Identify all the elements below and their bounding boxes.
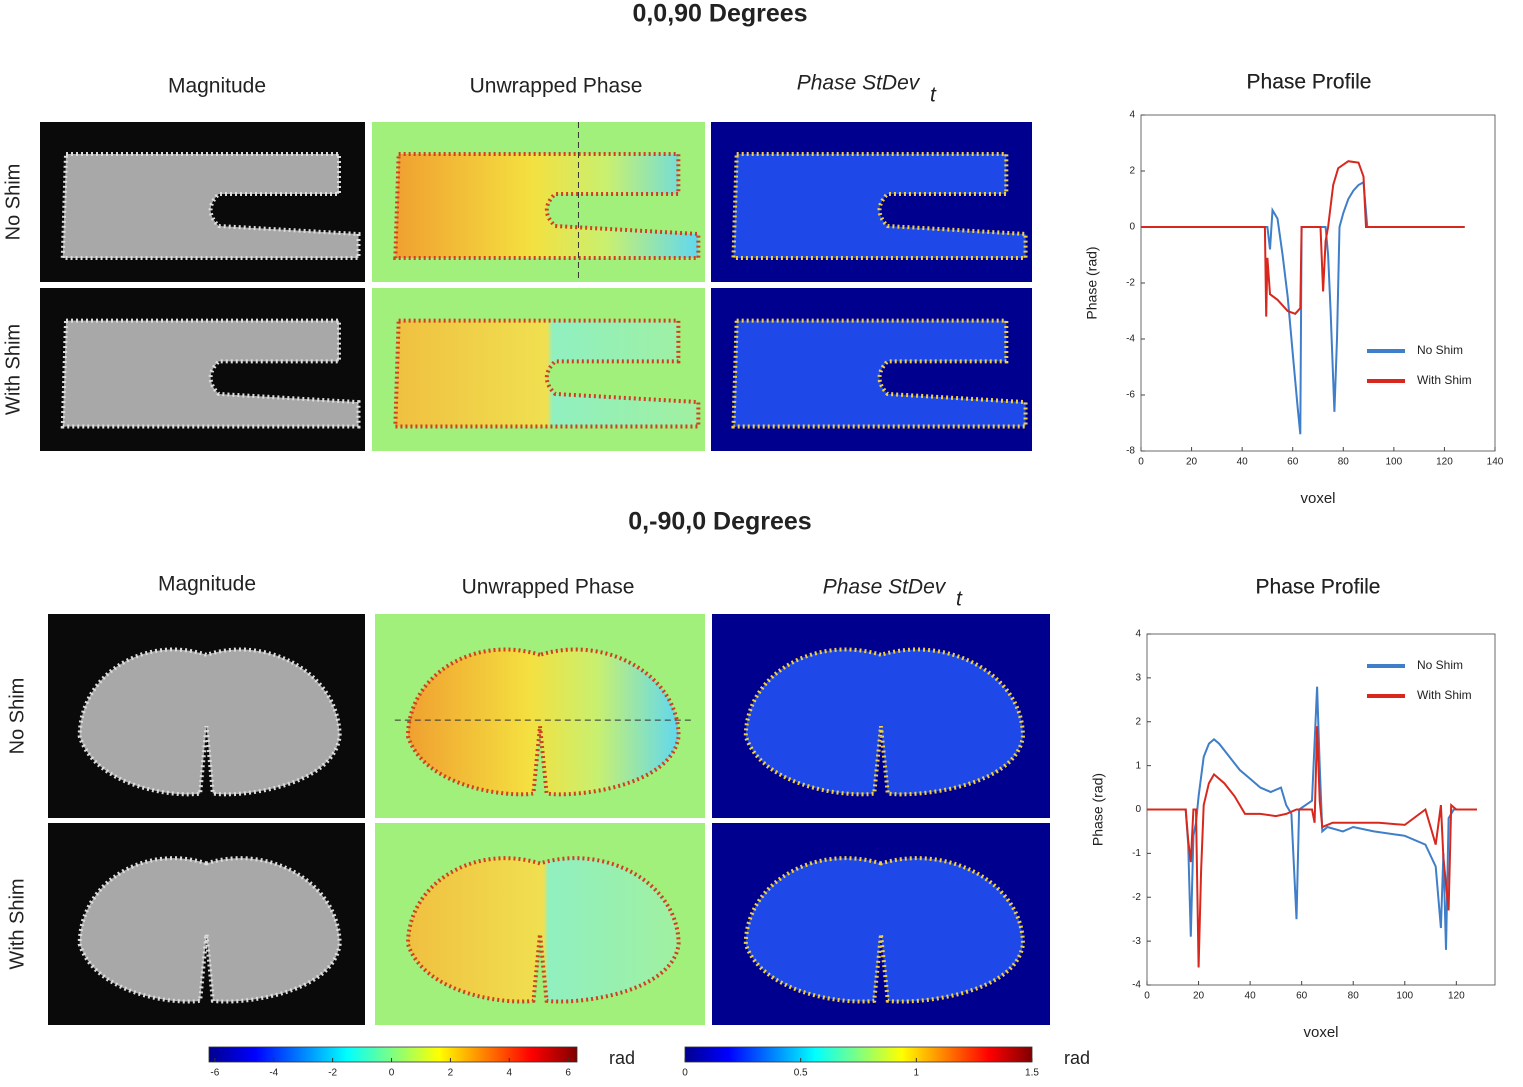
colorbar	[208, 1046, 578, 1063]
column-header: Magnitude	[158, 573, 256, 596]
x-tick-label: 20	[1193, 991, 1205, 1002]
y-tick-label: -6	[1126, 390, 1135, 401]
x-tick-label: 120	[1436, 457, 1453, 468]
image-blob	[408, 858, 679, 1001]
y-tick-label: -4	[1132, 980, 1141, 991]
colorbar-tick-label: -6	[210, 1068, 219, 1079]
colorbar-tick-label: 0	[389, 1068, 395, 1079]
column-header: Phase Profile	[1256, 576, 1381, 599]
column-header: Phase Profile	[1247, 71, 1372, 94]
column-header: Phase StDev	[823, 576, 947, 599]
x-tick-label: 80	[1348, 991, 1360, 1002]
y-axis-label: Phase (rad)	[1084, 246, 1100, 319]
y-tick-label: 2	[1129, 166, 1135, 177]
image-blob	[733, 321, 1025, 427]
series-line	[1141, 160, 1465, 317]
series-line	[1141, 180, 1465, 435]
column-header: Phase StDev	[797, 72, 921, 95]
section-title: 0,-90,0 Degrees	[628, 508, 811, 536]
colorbar-tick-label: 2	[448, 1068, 454, 1079]
colorbar-tick-label: 1.5	[1025, 1068, 1039, 1079]
image-blob	[395, 154, 698, 258]
y-tick-label: -4	[1126, 334, 1135, 345]
y-tick-label: 0	[1129, 222, 1135, 233]
x-tick-label: 140	[1487, 457, 1504, 468]
y-tick-label: -8	[1126, 446, 1135, 457]
x-tick-label: 100	[1396, 991, 1413, 1002]
y-tick-label: 4	[1129, 110, 1135, 121]
x-tick-label: 0	[1144, 991, 1150, 1002]
x-tick-label: 20	[1186, 457, 1198, 468]
row-label: With Shim	[6, 878, 28, 969]
y-tick-label: 1	[1135, 760, 1141, 771]
y-tick-label: -3	[1132, 936, 1141, 947]
image-blob	[80, 858, 340, 1001]
colorbar-unit: rad	[1064, 1048, 1090, 1068]
image-blob	[733, 154, 1025, 258]
y-tick-label: 0	[1135, 804, 1141, 815]
image-blob	[80, 649, 340, 794]
y-tick-label: 4	[1135, 629, 1141, 640]
column-header: Magnitude	[168, 75, 266, 98]
colorbar-tick-label: 0	[682, 1068, 688, 1079]
image-blob	[63, 321, 359, 427]
colorbar-tick-label: 4	[507, 1068, 513, 1079]
plot-area	[1140, 114, 1496, 452]
y-tick-label: 3	[1135, 673, 1141, 684]
image-blob	[63, 154, 359, 258]
x-tick-label: 40	[1237, 457, 1249, 468]
image-blob	[746, 858, 1023, 1001]
colorbar-tick-label: 1	[914, 1068, 920, 1079]
series-line	[1147, 726, 1477, 968]
legend-label: No Shim	[1417, 343, 1463, 357]
column-header-subscript: t	[956, 588, 963, 611]
row-label: With Shim	[2, 324, 24, 415]
colorbar-unit: rad	[609, 1048, 635, 1068]
y-tick-label: 2	[1135, 716, 1141, 727]
image-blob	[746, 649, 1023, 794]
colorbar-tick-label: 0.5	[794, 1068, 808, 1079]
x-tick-label: 60	[1287, 457, 1299, 468]
x-tick-label: 60	[1296, 991, 1308, 1002]
y-tick-label: -1	[1132, 848, 1141, 859]
colorbar-tick-label: 6	[565, 1068, 571, 1079]
y-axis-label: Phase (rad)	[1090, 773, 1106, 846]
row-label: No Shim	[6, 678, 28, 755]
image-blob	[408, 649, 679, 794]
legend-label: No Shim	[1417, 658, 1463, 672]
x-tick-label: 0	[1138, 457, 1144, 468]
image-blob	[395, 321, 698, 427]
legend-label: With Shim	[1417, 373, 1472, 387]
x-tick-label: 100	[1386, 457, 1403, 468]
y-tick-label: -2	[1132, 892, 1141, 903]
x-axis-label: voxel	[1300, 490, 1335, 507]
legend-label: With Shim	[1417, 688, 1472, 702]
series-line	[1147, 686, 1477, 950]
y-tick-label: -2	[1126, 278, 1135, 289]
colorbar-tick-label: -2	[328, 1068, 337, 1079]
colorbar	[684, 1046, 1033, 1063]
chart-title: Phase Profile	[1247, 71, 1372, 94]
column-header-subscript: t	[930, 84, 937, 107]
section-title: 0,0,90 Degrees	[632, 0, 807, 28]
colorbar-tick-label: -4	[269, 1068, 278, 1079]
column-header: Unwrapped Phase	[470, 75, 643, 98]
chart-title: Phase Profile	[1256, 576, 1381, 599]
row-label: No Shim	[2, 164, 24, 241]
column-header: Unwrapped Phase	[462, 576, 635, 599]
x-tick-label: 80	[1338, 457, 1350, 468]
x-axis-label: voxel	[1303, 1024, 1338, 1041]
x-tick-label: 40	[1245, 991, 1257, 1002]
x-tick-label: 120	[1448, 991, 1465, 1002]
